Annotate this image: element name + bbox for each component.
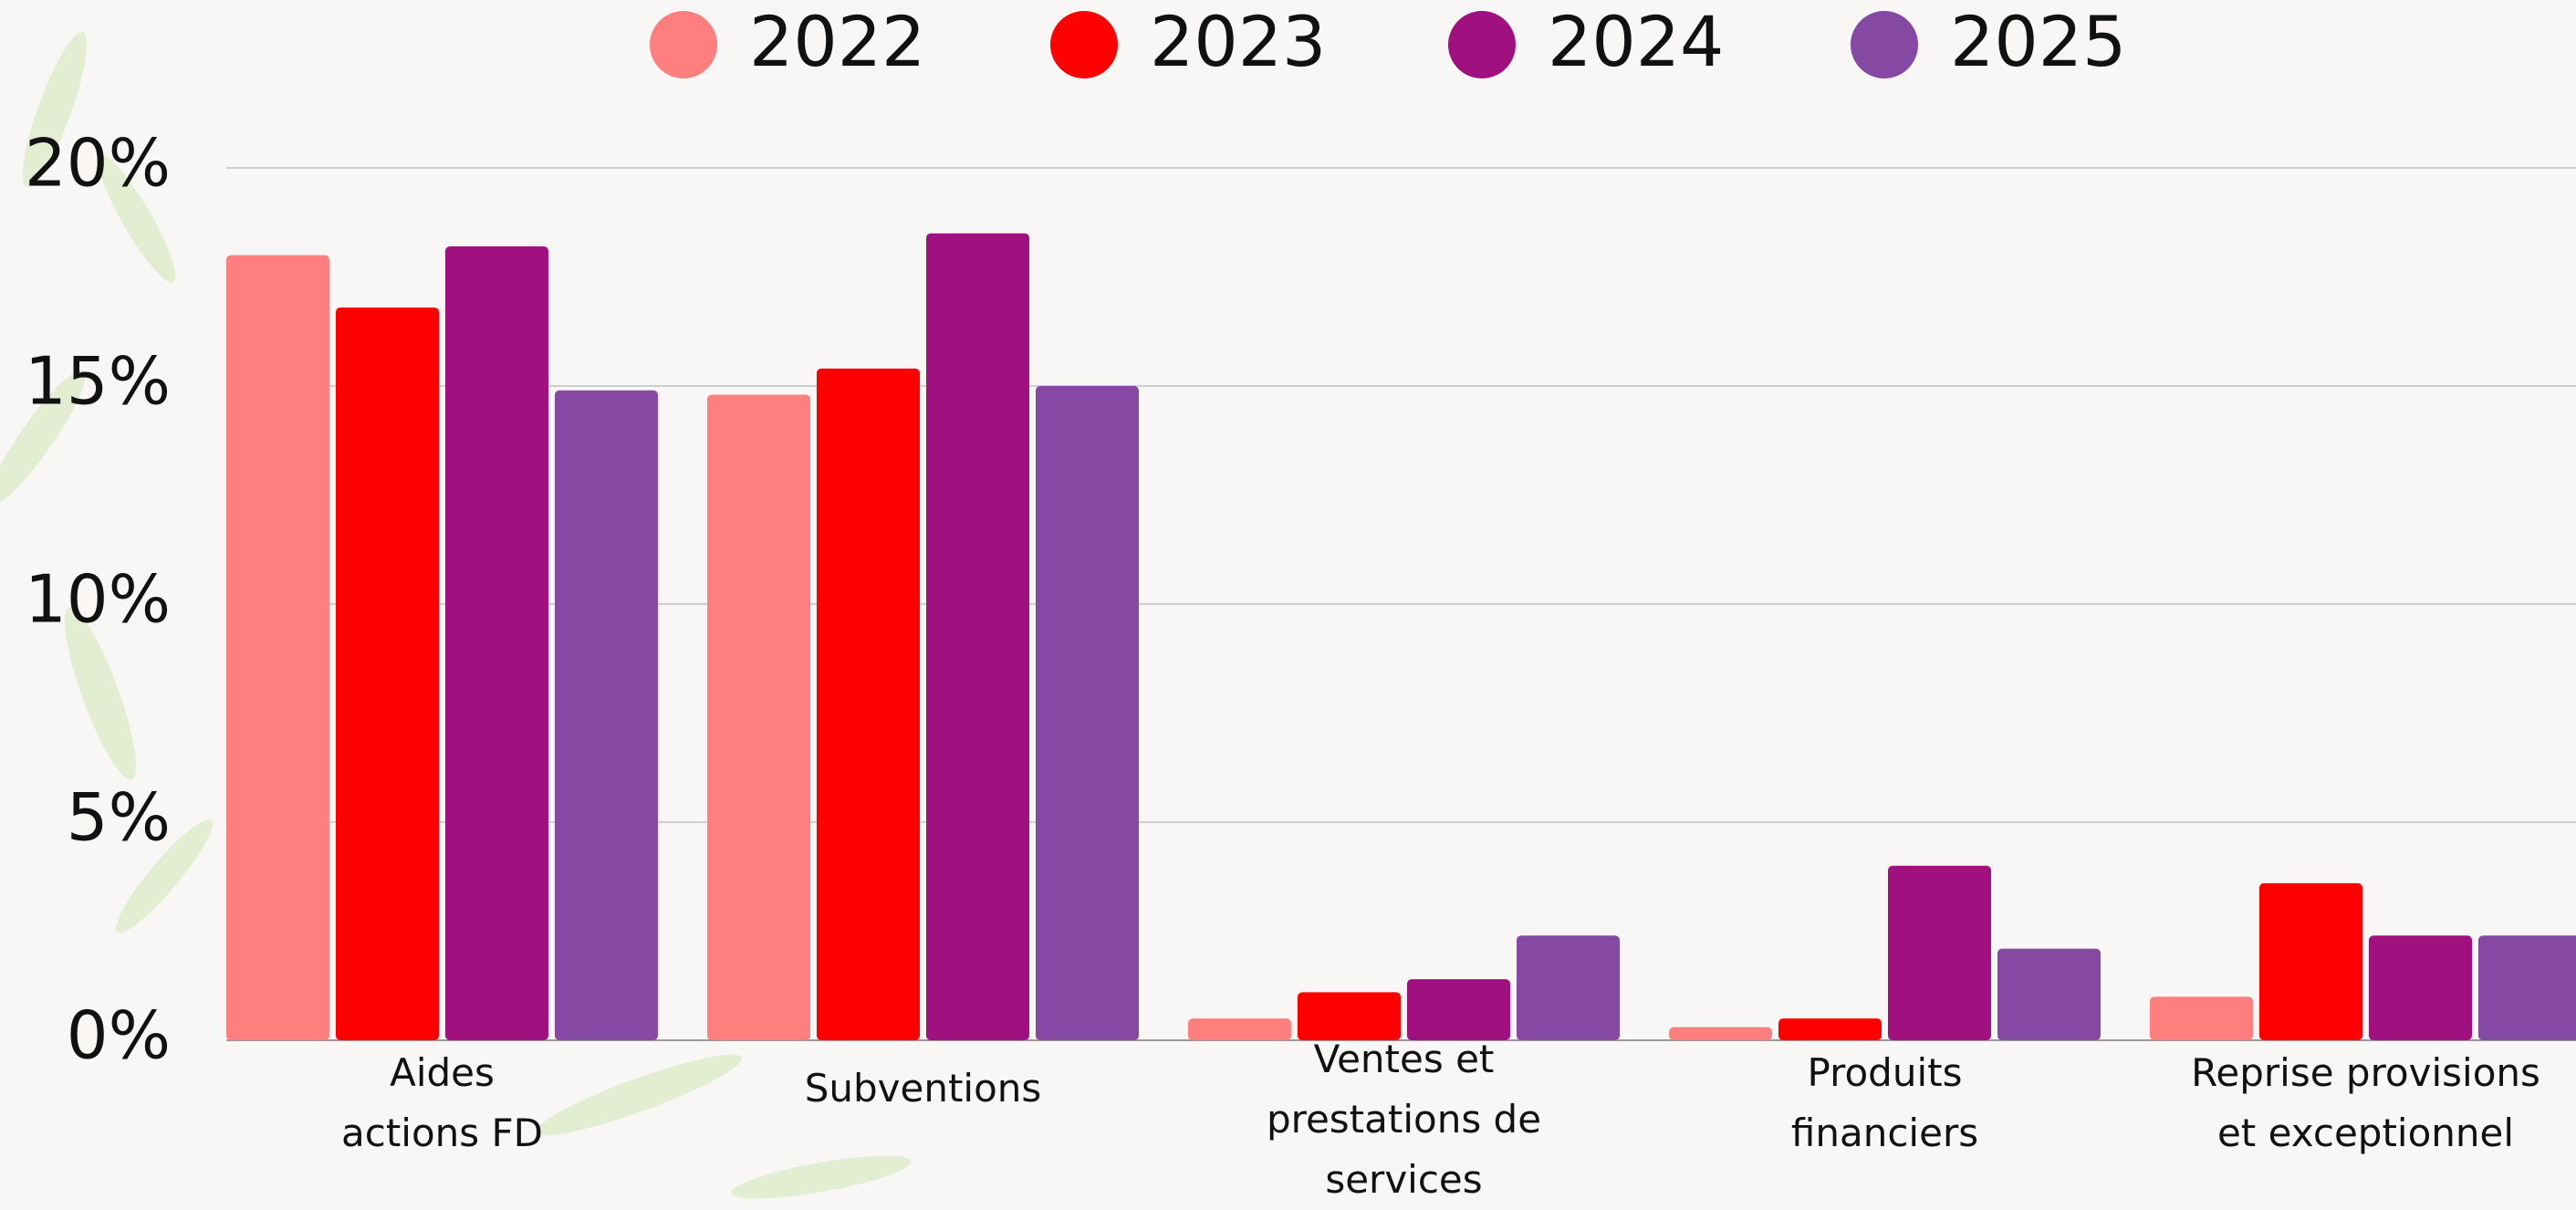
bar xyxy=(1036,386,1139,1040)
legend-label: 2025 xyxy=(1950,1,2126,82)
bar xyxy=(707,394,810,1040)
y-tick-label: 15% xyxy=(25,343,171,420)
x-tick-label: Subventions xyxy=(804,1066,1042,1111)
bar xyxy=(226,255,329,1041)
bar xyxy=(445,246,548,1040)
bar xyxy=(1298,992,1401,1040)
bar xyxy=(2150,996,2253,1040)
x-tick-label: Produits financiers xyxy=(1790,1050,1979,1155)
bar xyxy=(336,307,439,1041)
bar xyxy=(1188,1018,1291,1040)
decoration xyxy=(0,32,912,1199)
bar xyxy=(1407,979,1510,1040)
legend-marker xyxy=(1050,11,1118,78)
y-tick-label: 0% xyxy=(67,997,171,1074)
bar xyxy=(817,368,920,1040)
y-tick-label: 5% xyxy=(67,779,171,856)
bar xyxy=(1997,948,2101,1040)
y-tick-label: 20% xyxy=(25,125,171,202)
legend-label: 2023 xyxy=(1150,1,1326,82)
bar xyxy=(1517,935,1620,1040)
bar xyxy=(2259,882,2362,1040)
bar xyxy=(2478,935,2576,1040)
x-tick-label: Aides actions FD xyxy=(340,1050,543,1155)
x-tick-label: Reprise provisions et exceptionnel xyxy=(2191,1050,2540,1155)
legend-label: 2022 xyxy=(749,1,925,82)
bar xyxy=(1778,1018,1882,1040)
legend-marker xyxy=(650,11,717,78)
x-tick-label: Ventes et prestations de services xyxy=(1266,1037,1542,1202)
legend-label: 2024 xyxy=(1548,1,1724,82)
legend-marker xyxy=(1851,11,1918,78)
bar xyxy=(555,390,658,1040)
bar xyxy=(1669,1027,1772,1040)
y-tick-label: 10% xyxy=(25,561,171,638)
bar xyxy=(2369,935,2472,1040)
bar xyxy=(926,233,1029,1040)
legend-marker xyxy=(1448,11,1516,78)
bar xyxy=(1888,865,1991,1040)
